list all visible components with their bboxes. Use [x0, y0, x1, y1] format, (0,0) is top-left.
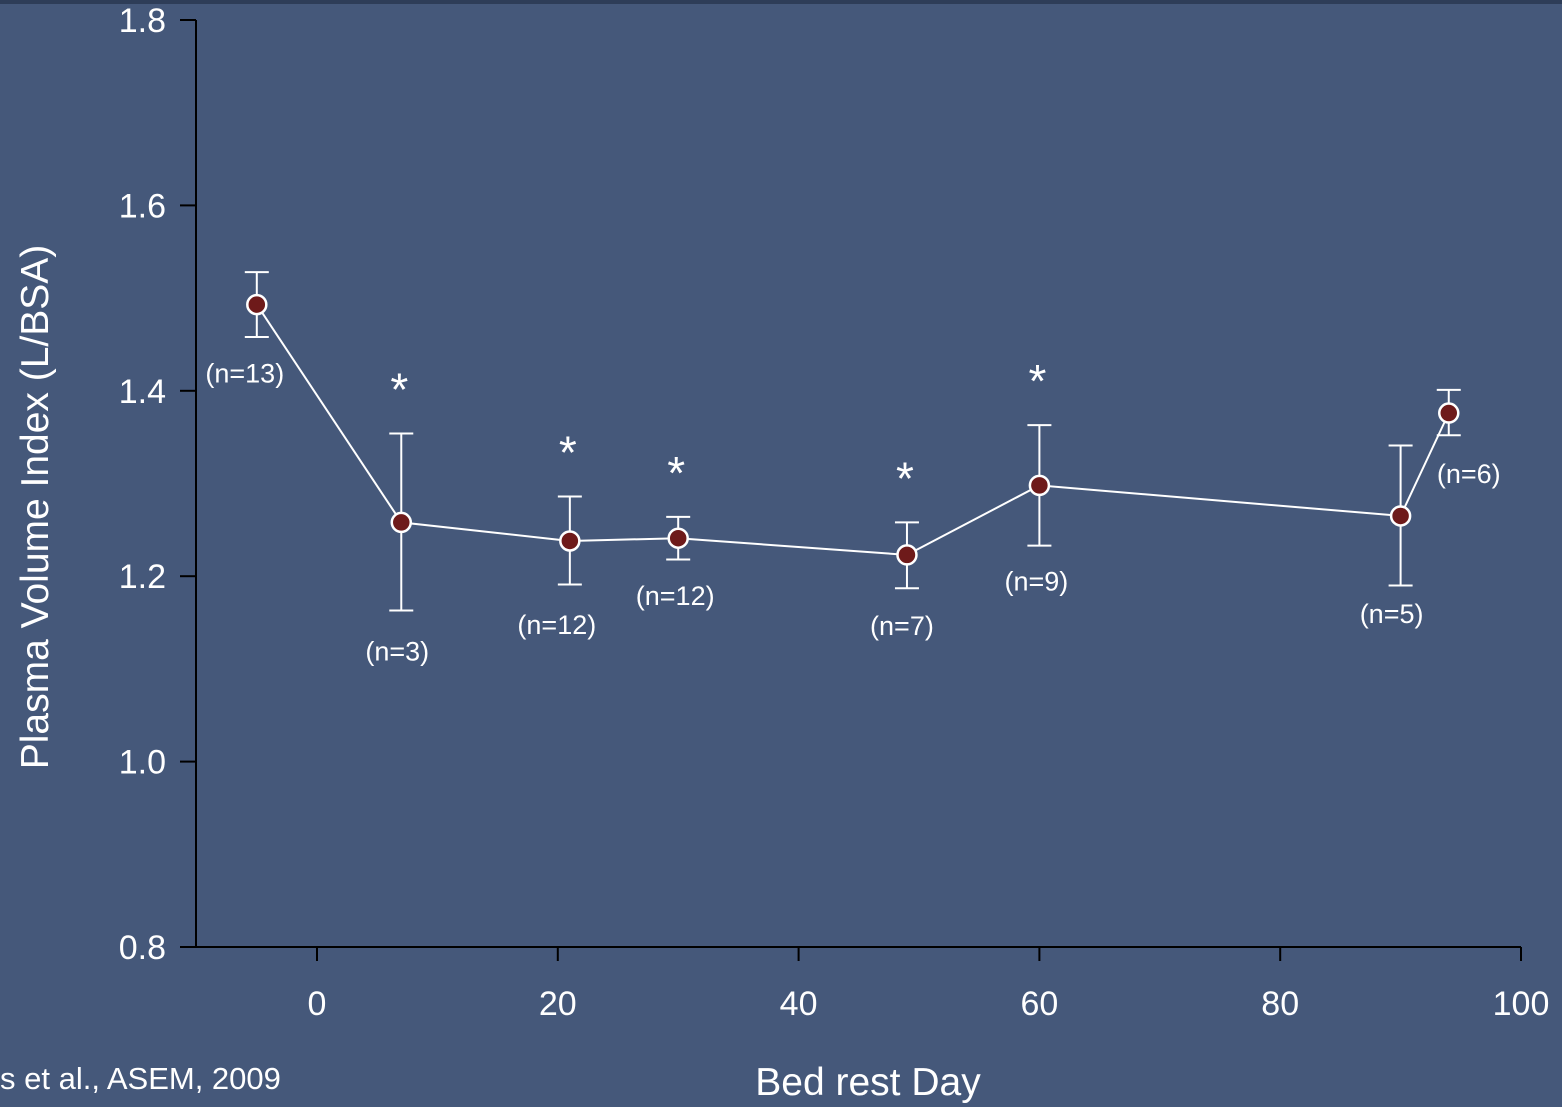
y-tick-label: 1.0 [119, 744, 166, 782]
x-tick-label: 40 [780, 985, 818, 1023]
x-tick-label: 0 [308, 985, 327, 1023]
x-tick-label: 20 [539, 985, 577, 1023]
data-point [559, 530, 581, 552]
significance-star: * [667, 447, 685, 499]
n-label: (n=7) [870, 611, 934, 641]
y-tick-label: 1.6 [119, 187, 166, 225]
data-point [667, 527, 689, 549]
x-tick-label: 60 [1020, 985, 1058, 1023]
data-point [1438, 402, 1460, 424]
series-line [255, 304, 1450, 556]
n-label: (n=12) [517, 610, 596, 640]
n-label: (n=6) [1437, 459, 1501, 489]
y-tick-label: 1.8 [119, 2, 166, 40]
data-point [1028, 474, 1051, 497]
data-point [246, 293, 268, 316]
y-tick-label: 1.2 [119, 558, 166, 596]
data-point [1389, 505, 1412, 527]
n-label: (n=13) [205, 359, 284, 389]
n-label: (n=9) [1005, 566, 1069, 596]
significance-star: * [390, 363, 408, 415]
axes-group [180, 19, 1522, 961]
series-group [244, 271, 1461, 612]
n-label: (n=3) [365, 636, 429, 666]
x-tick-label: 100 [1493, 985, 1550, 1023]
source-citation: s et al., ASEM, 2009 [0, 1061, 281, 1096]
n-label: (n=12) [636, 581, 715, 611]
significance-star: * [559, 426, 577, 478]
x-tick-label: 80 [1261, 985, 1299, 1023]
y-tick-label: 0.8 [119, 929, 166, 967]
y-tick-label: 1.4 [119, 373, 166, 411]
top-border [0, 0, 1562, 4]
significance-star: * [896, 452, 914, 504]
n-label: (n=5) [1360, 599, 1424, 629]
significance-star: * [1028, 355, 1046, 407]
y-axis-title: Plasma Volume Index (L/BSA) [14, 245, 57, 770]
data-point [896, 544, 918, 566]
labels-group: 0.8 1.0 1.2 1.4 1.6 1.8 0 20 40 60 80 100 (n=13) (n=3… [119, 2, 1550, 1023]
x-axis-title: Bed rest Day [755, 1061, 981, 1104]
data-point [390, 511, 413, 534]
